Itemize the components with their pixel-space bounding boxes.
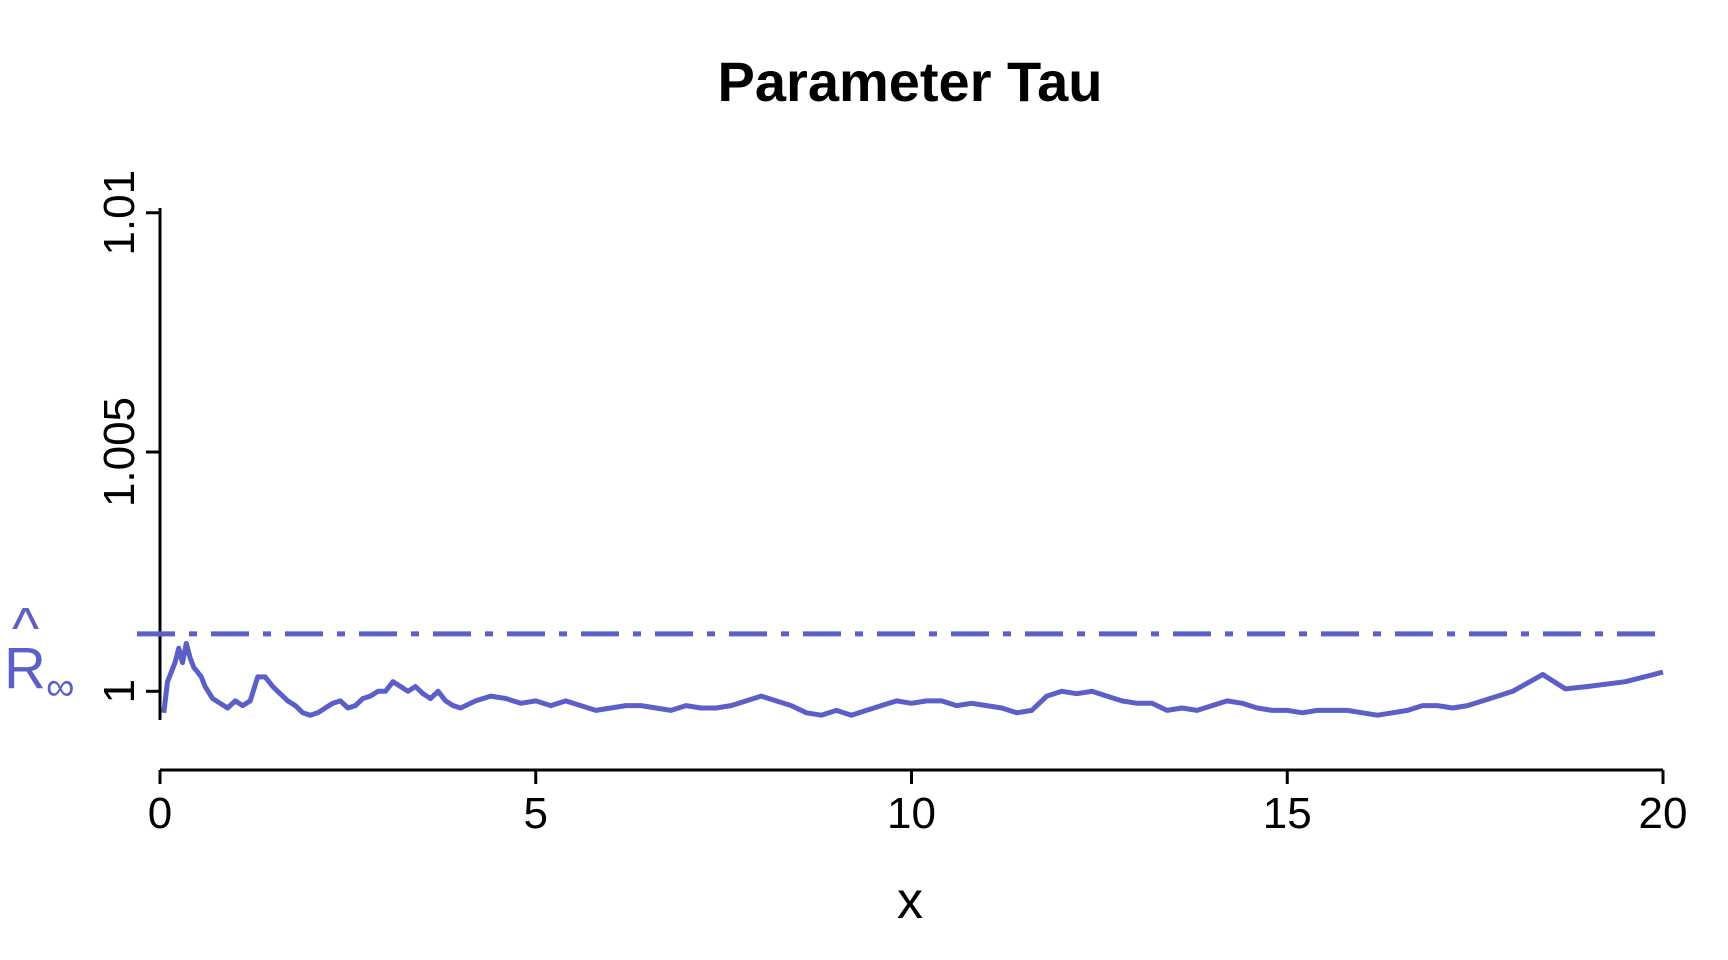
y-axis: 1 1.005 1.01 — [95, 170, 162, 720]
y-tick-label: 1.01 — [95, 170, 144, 256]
y-tick-label: 1 — [95, 679, 144, 703]
x-tick-label: 10 — [887, 789, 936, 838]
x-tick-label: 20 — [1639, 789, 1688, 838]
rhat-label-subscript: ∞ — [46, 665, 75, 709]
x-tick-label: 5 — [524, 789, 548, 838]
rhat-label-hat: ^ — [12, 596, 39, 661]
x-tick-label: 0 — [148, 789, 172, 838]
y-tick-label: 1.005 — [95, 397, 144, 507]
x-axis-title: x — [897, 872, 923, 930]
x-tick-label: 15 — [1263, 789, 1312, 838]
series-line — [161, 640, 1664, 718]
rhat-label-main: R — [4, 636, 46, 701]
rhat-label: ^ R ∞ — [4, 596, 75, 709]
x-axis: 0 5 10 15 20 — [148, 768, 1688, 838]
chart-title: Parameter Tau — [718, 50, 1103, 113]
